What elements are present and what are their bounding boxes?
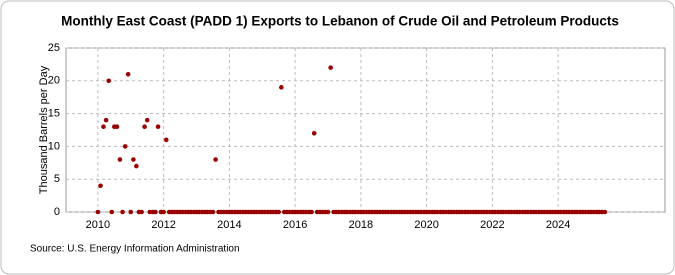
data-point — [120, 209, 125, 215]
data-point — [139, 209, 144, 215]
data-point — [276, 209, 282, 215]
data-point — [125, 71, 131, 77]
data-point — [95, 209, 101, 215]
y-tick-label: 0 — [54, 206, 60, 218]
data-point — [163, 137, 169, 143]
data-point — [161, 209, 166, 215]
y-tick-label: 15 — [48, 108, 60, 120]
chart-title: Monthly East Coast (PADD 1) Exports to L… — [61, 14, 619, 29]
x-tick-label: 2016 — [283, 219, 307, 231]
y-tick-label: 5 — [54, 173, 60, 185]
data-point — [134, 163, 139, 169]
data-point — [144, 117, 150, 123]
data-point — [155, 124, 161, 130]
data-point — [210, 209, 216, 215]
data-point — [122, 144, 128, 149]
x-tick-label: 2014 — [217, 219, 241, 231]
data-point — [153, 209, 158, 215]
data-point — [279, 85, 284, 90]
data-point — [142, 124, 147, 130]
y-tick-label: 10 — [48, 140, 60, 152]
data-point — [328, 65, 333, 70]
x-tick-label: 2010 — [86, 219, 110, 231]
x-tick-label: 2022 — [480, 219, 504, 231]
y-axis-label: Thousand Barrels per Day — [38, 65, 50, 194]
data-point — [311, 130, 317, 136]
y-tick-label: 25 — [48, 42, 60, 54]
data-point — [109, 209, 114, 215]
data-point — [128, 209, 134, 215]
data-point — [103, 117, 109, 123]
data-point — [309, 209, 314, 215]
x-tick-label: 2024 — [546, 219, 570, 231]
data-point — [101, 124, 106, 130]
x-tick-label: 2020 — [414, 219, 438, 231]
data-point — [213, 157, 218, 162]
plot-area — [65, 47, 666, 213]
source-note: Source: U.S. Energy Information Administ… — [30, 244, 240, 255]
data-point — [106, 78, 112, 84]
data-point — [325, 209, 331, 215]
data-point — [131, 157, 136, 162]
data-point — [98, 183, 103, 189]
x-tick-label: 2012 — [151, 219, 175, 231]
x-tick-label: 2018 — [349, 219, 373, 231]
y-tick-label: 20 — [48, 75, 60, 87]
data-point — [602, 209, 608, 215]
data-point — [114, 124, 120, 130]
data-point — [117, 157, 123, 162]
